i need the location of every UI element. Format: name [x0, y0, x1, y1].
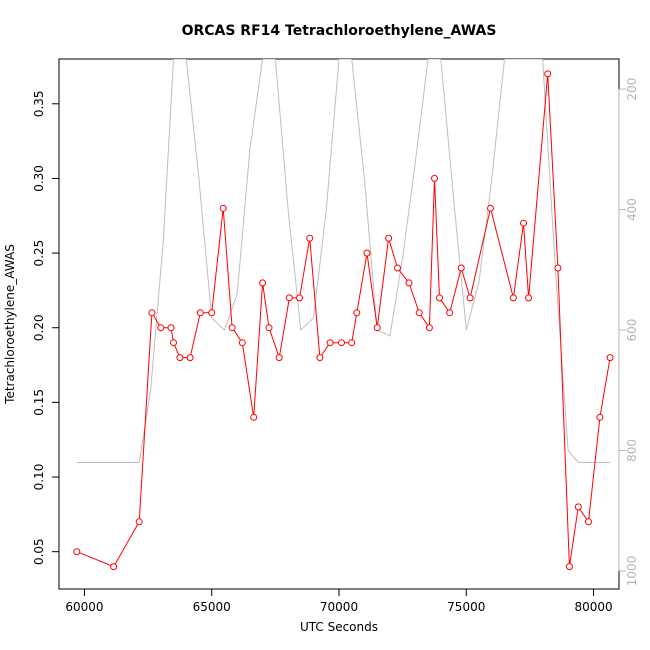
data-point [353, 309, 361, 317]
y-axis: 0.05 0.10 0.15 0.20 0.25 0.30 0.35 [32, 90, 60, 565]
y-tick-label: 0.30 [32, 165, 46, 192]
data-point [457, 264, 465, 272]
data-point [110, 563, 118, 571]
data-point [606, 354, 614, 362]
data-point [544, 70, 552, 78]
data-point [363, 249, 371, 257]
data-point [250, 413, 258, 421]
data-point [574, 503, 582, 511]
data-point [520, 219, 527, 227]
data-point [228, 324, 236, 332]
plot-frame [58, 58, 620, 590]
data-point [208, 309, 216, 317]
data-point [554, 264, 562, 272]
data-point [585, 518, 592, 526]
red-series-points [73, 70, 614, 571]
data-point [565, 563, 573, 571]
data-point [296, 294, 303, 302]
data-point [306, 234, 314, 242]
data-point [405, 279, 413, 287]
y-tick-label: 0.20 [32, 314, 46, 341]
x-tick-label: 65000 [193, 600, 231, 614]
y-tick-label: 0.05 [32, 538, 46, 565]
x-tick-label: 80000 [574, 600, 612, 614]
data-point [157, 324, 165, 332]
data-point [373, 324, 381, 332]
x-tick-label: 60000 [65, 600, 103, 614]
data-point [73, 548, 81, 556]
data-point [316, 354, 324, 362]
data-point [487, 204, 494, 212]
data-point [259, 279, 267, 287]
y-axis-right: 200 400 600 800 1000 [618, 78, 639, 587]
data-point [238, 339, 246, 347]
y-axis-label: Tetrachloroethylene_AWAS [3, 244, 17, 405]
data-point [394, 264, 401, 272]
data-point [348, 339, 356, 347]
data-point [265, 324, 273, 332]
data-point [385, 234, 393, 242]
y-right-tick-label: 200 [625, 78, 639, 101]
x-tick-label: 75000 [447, 600, 485, 614]
data-point [219, 204, 227, 212]
x-axis-label: UTC Seconds [300, 620, 378, 634]
data-point [509, 294, 517, 302]
data-point [525, 294, 533, 302]
data-point [285, 294, 293, 302]
x-axis: 60000 65000 70000 75000 80000 [65, 588, 613, 614]
y-right-tick-label: 1000 [625, 556, 639, 587]
data-point [596, 413, 604, 421]
y-tick-label: 0.35 [32, 90, 46, 117]
y-right-tick-label: 800 [625, 439, 639, 462]
red-series-line [76, 73, 611, 568]
data-point [415, 309, 423, 317]
data-point [167, 324, 175, 332]
data-point [326, 339, 334, 347]
data-point [436, 294, 443, 302]
grey-series-line [76, 59, 611, 463]
y-tick-label: 0.15 [32, 389, 46, 416]
y-tick-label: 0.10 [32, 464, 46, 491]
data-point [275, 354, 283, 362]
data-point [425, 324, 433, 332]
data-point [135, 518, 143, 526]
data-point [170, 339, 177, 347]
data-point [431, 174, 438, 182]
y-tick-label: 0.25 [32, 240, 46, 267]
data-point [338, 339, 345, 347]
data-point [176, 354, 184, 362]
y-right-tick-label: 400 [625, 198, 639, 221]
data-point [446, 309, 454, 317]
data-point [148, 309, 156, 317]
data-point [466, 294, 474, 302]
chart-title: ORCAS RF14 Tetrachloroethylene_AWAS [182, 23, 497, 39]
y-right-tick-label: 600 [625, 319, 639, 342]
data-point [186, 354, 194, 362]
data-point [196, 309, 204, 317]
x-tick-label: 70000 [320, 600, 358, 614]
